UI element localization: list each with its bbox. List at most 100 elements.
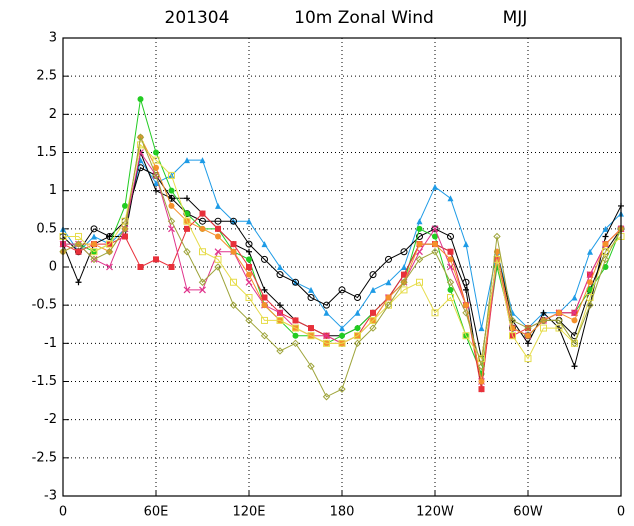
- marker: [214, 263, 222, 271]
- marker: [230, 241, 237, 248]
- marker: [184, 157, 190, 164]
- marker: [261, 302, 268, 309]
- marker: [153, 187, 159, 194]
- marker: [323, 332, 330, 340]
- x-tick-label: 120W: [416, 505, 454, 520]
- marker: [246, 256, 252, 263]
- marker: [416, 232, 423, 240]
- marker: [432, 183, 438, 190]
- marker: [168, 202, 175, 209]
- marker: [431, 225, 439, 233]
- x-tick-label: 60E: [144, 505, 169, 520]
- y-tick-label: 2.5: [36, 69, 57, 84]
- marker: [447, 256, 454, 263]
- marker: [401, 271, 407, 278]
- y-tick-label: 1.5: [36, 145, 57, 160]
- marker: [524, 355, 532, 363]
- marker: [75, 248, 82, 255]
- marker: [587, 286, 593, 293]
- marker: [168, 171, 175, 179]
- marker: [230, 248, 237, 255]
- marker: [121, 225, 129, 233]
- marker: [121, 217, 129, 225]
- marker: [385, 294, 392, 301]
- marker: [447, 232, 454, 240]
- marker: [446, 278, 455, 286]
- marker: [322, 393, 331, 401]
- marker: [215, 202, 221, 209]
- y-tick-label: 3: [49, 31, 57, 46]
- marker: [570, 339, 579, 348]
- y-tick-label: 2: [49, 107, 57, 122]
- marker: [354, 309, 361, 316]
- marker: [74, 240, 83, 248]
- marker: [540, 324, 547, 332]
- marker: [354, 332, 361, 340]
- marker: [105, 248, 114, 256]
- marker: [153, 164, 159, 171]
- marker: [122, 202, 128, 209]
- marker: [369, 324, 377, 332]
- marker: [184, 195, 190, 202]
- marker: [384, 301, 393, 309]
- marker: [602, 225, 609, 232]
- marker: [276, 316, 284, 324]
- marker: [183, 248, 191, 256]
- marker: [415, 255, 424, 264]
- marker: [292, 332, 299, 339]
- marker: [447, 286, 454, 293]
- marker: [416, 241, 423, 248]
- marker: [292, 317, 299, 324]
- marker: [308, 325, 314, 332]
- marker: [90, 225, 98, 233]
- marker: [587, 279, 593, 286]
- marker: [525, 332, 531, 339]
- marker: [152, 156, 160, 164]
- marker: [323, 339, 330, 347]
- marker: [230, 278, 237, 286]
- x-tick-label: 0: [59, 505, 67, 520]
- marker: [416, 278, 423, 286]
- marker: [556, 309, 562, 316]
- marker: [555, 316, 563, 325]
- marker: [323, 309, 330, 316]
- marker: [106, 263, 113, 271]
- marker: [276, 347, 284, 355]
- marker: [509, 332, 516, 340]
- marker: [199, 286, 206, 294]
- marker: [370, 309, 376, 316]
- marker: [90, 255, 98, 264]
- chart-title: 10m Zonal Wind: [294, 8, 434, 28]
- marker: [184, 225, 190, 232]
- y-tick-label: -0.5: [32, 298, 57, 313]
- marker: [276, 309, 284, 317]
- marker: [214, 248, 222, 256]
- marker: [308, 286, 314, 293]
- marker: [75, 232, 82, 240]
- marker: [400, 278, 408, 286]
- marker: [571, 317, 578, 324]
- marker: [493, 232, 501, 241]
- marker: [291, 339, 300, 348]
- marker: [215, 225, 221, 232]
- marker: [307, 294, 315, 302]
- marker: [183, 286, 191, 294]
- y-tick-label: -3: [44, 489, 57, 504]
- marker: [307, 362, 315, 370]
- marker: [478, 378, 485, 385]
- marker: [416, 225, 423, 232]
- marker: [214, 255, 222, 263]
- marker: [477, 362, 486, 370]
- marker: [385, 255, 392, 263]
- marker: [214, 217, 222, 225]
- marker: [276, 271, 284, 279]
- marker: [353, 339, 362, 348]
- marker: [168, 225, 175, 233]
- marker: [338, 286, 346, 294]
- marker: [369, 316, 377, 324]
- marker: [432, 233, 438, 240]
- marker: [277, 264, 283, 270]
- y-tick-label: -1.5: [32, 374, 57, 389]
- marker: [261, 241, 268, 248]
